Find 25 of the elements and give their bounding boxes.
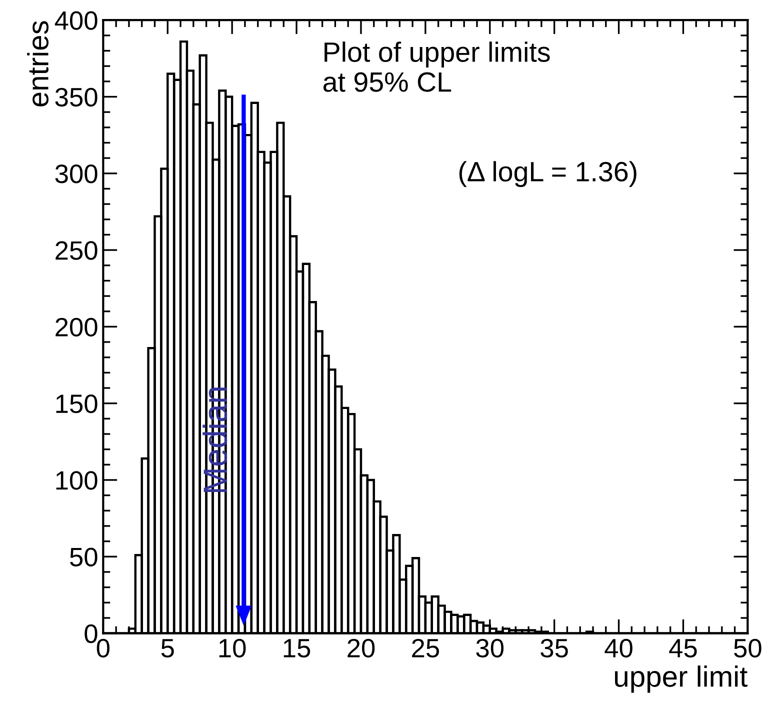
y-tick-label: 150 <box>56 394 98 414</box>
y-tick-label: 100 <box>56 471 98 490</box>
x-tick-label: 25 <box>412 638 439 658</box>
x-tick-label: 0 <box>96 638 110 658</box>
ref-line-label: Median <box>202 388 228 492</box>
x-tick-label: 35 <box>540 638 568 658</box>
x-tick-label: 40 <box>604 638 632 658</box>
y-tick-label: 350 <box>55 88 98 107</box>
annotation: Plot of upper limits at 95% CL <box>323 42 550 92</box>
x-tick-label: 30 <box>476 638 504 658</box>
x-tick-label: 20 <box>348 638 375 658</box>
x-tick-label: 45 <box>669 639 697 658</box>
annotation: (Δ logL = 1.36) <box>459 161 636 188</box>
y-tick-label: 200 <box>56 318 98 337</box>
x-tick-label: 50 <box>734 638 762 658</box>
x-tick-label: 10 <box>219 638 246 658</box>
x-tick-label: 15 <box>284 639 310 658</box>
y-tick-label: 250 <box>56 241 98 260</box>
y-axis-title: entries <box>27 21 49 106</box>
y-tick-label: 0 <box>84 624 98 644</box>
x-tick-label: 5 <box>161 639 174 658</box>
y-tick-label: 300 <box>55 164 98 184</box>
y-tick-label: 50 <box>70 548 98 566</box>
y-tick-label: 400 <box>54 11 98 30</box>
x-axis-title: upper limit <box>615 666 748 693</box>
